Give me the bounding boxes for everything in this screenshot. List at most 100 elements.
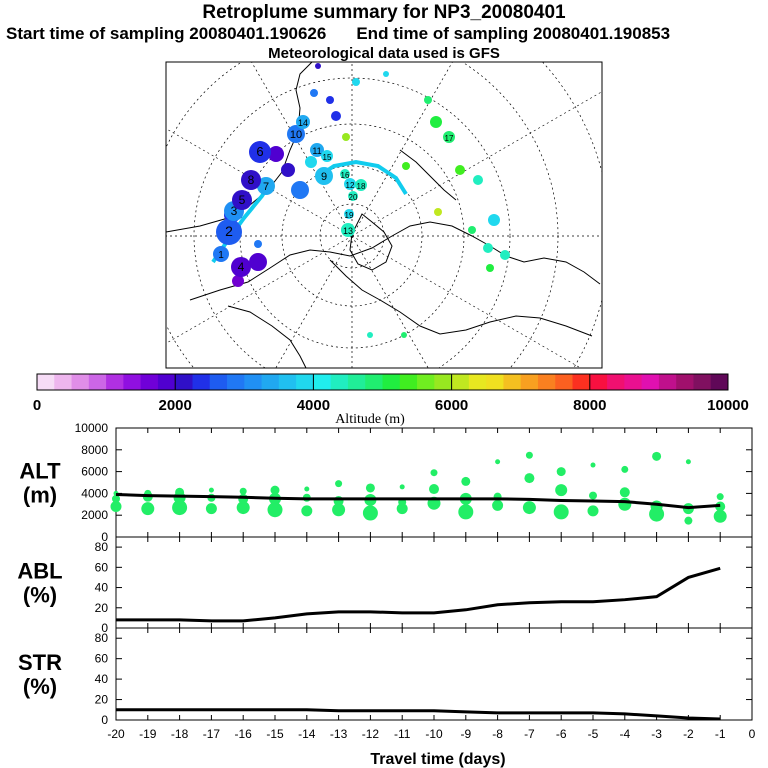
altitude-cluster-point [396, 503, 408, 515]
altitude-cluster-point [301, 505, 313, 517]
plume-marker-label: 16 [341, 171, 350, 180]
panel-ylabel: ALT [19, 459, 61, 484]
plume-marker-label: 9 [321, 171, 327, 183]
colorbar-swatch [503, 374, 522, 390]
altitude-cluster-point [492, 499, 504, 511]
colorbar-swatch [71, 374, 90, 390]
colorbar-swatch [710, 374, 729, 390]
colorbar-tick-label: 10000 [707, 397, 749, 414]
plume-dot [310, 89, 318, 97]
plume-dot [268, 146, 284, 162]
x-tick-label: -3 [651, 727, 662, 741]
plume-marker-label: 5 [239, 193, 246, 207]
altitude-cluster-point [430, 469, 438, 477]
x-tick-label: -10 [425, 727, 443, 741]
plot-title: Retroplume summary for NP3_20080401 [202, 2, 566, 23]
x-tick-label: -8 [492, 727, 503, 741]
y-tick-label: 80 [95, 631, 109, 645]
altitude-cluster-point [304, 486, 310, 492]
altitude-cluster-point [458, 504, 474, 520]
altitude-cluster-point [110, 500, 122, 512]
colorbar-swatch [434, 374, 453, 390]
x-tick-label: 0 [749, 727, 756, 741]
altitude-cluster-point [238, 493, 249, 504]
altitude-cluster-point [525, 451, 533, 459]
plume-marker-label: 8 [248, 173, 255, 187]
colorbar-tick-label: 8000 [573, 397, 606, 414]
colorbar-swatch [54, 374, 73, 390]
plume-marker-label: 17 [445, 134, 454, 143]
plume-dot [383, 71, 389, 77]
altitude-cluster-point [112, 494, 120, 503]
colorbar-swatch [382, 374, 401, 390]
plume-dot [401, 332, 407, 338]
plume-marker-label: 6 [256, 144, 263, 159]
colorbar-axis-label: Altitude (m) [335, 412, 405, 427]
plume-marker-label: 13 [343, 226, 353, 236]
colorbar-swatch [313, 374, 332, 390]
y-tick-label: 4000 [81, 486, 108, 500]
plume-marker [216, 219, 242, 245]
altitude-cluster-point [684, 516, 693, 525]
plume-marker-label: 1 [218, 250, 224, 261]
y-tick-label: 40 [95, 581, 109, 595]
meridian-line [166, 128, 353, 237]
plume-marker-label: 2 [225, 223, 233, 239]
abl-line [116, 566, 721, 623]
y-tick-label: 10000 [75, 421, 109, 435]
plume-dot [402, 162, 410, 170]
x-axis-title: Travel time (days) [370, 751, 505, 768]
met-data-label: Meteorological data used is GFS [268, 45, 500, 62]
coastline-alaska [399, 149, 457, 201]
altitude-cluster-point [172, 500, 188, 516]
plume-dot [315, 63, 321, 69]
altitude-cluster-point [399, 484, 405, 490]
panel-ylabel: (%) [23, 583, 57, 608]
colorbar-swatch [37, 374, 55, 390]
plume-dot [455, 165, 465, 175]
altitude-cluster-point [621, 465, 629, 473]
altitude-cluster-point [365, 483, 375, 493]
plume-dot [232, 275, 244, 287]
plume-dot [468, 226, 476, 234]
plume-dot [331, 111, 341, 121]
altitude-cluster-point [495, 459, 501, 465]
altitude-cluster-point [618, 497, 632, 511]
plume-dot [430, 116, 442, 128]
y-tick-label: 0 [101, 713, 108, 727]
colorbar-swatch [399, 374, 418, 390]
plume-dot [249, 253, 267, 271]
colorbar-swatch [88, 374, 107, 390]
colorbar-swatch [676, 374, 694, 390]
x-tick-label: -6 [556, 727, 567, 741]
colorbar-swatch [572, 374, 591, 390]
x-tick-label: -17 [203, 727, 221, 741]
mean-altitude-line [115, 492, 721, 510]
plume-marker [344, 178, 356, 190]
colorbar-swatch [192, 374, 211, 390]
x-tick-label: -1 [715, 727, 726, 741]
x-tick-label: -9 [460, 727, 471, 741]
meridian-line [275, 235, 353, 368]
colorbar-tick-label: 2000 [159, 397, 192, 414]
plume-marker-label: 18 [357, 182, 366, 191]
plume-dot [488, 214, 500, 226]
plume-marker-label: 4 [238, 260, 245, 274]
panel-frame [115, 427, 753, 538]
y-tick-label: 80 [95, 540, 109, 554]
y-tick-label: 2000 [81, 508, 108, 522]
altitude-cluster-point [685, 459, 691, 465]
y-tick-label: 20 [95, 693, 109, 707]
altitude-cluster-point [589, 491, 597, 500]
colorbar-swatch [537, 374, 556, 390]
x-tick-label: -5 [588, 727, 599, 741]
colorbar-swatch [589, 374, 608, 390]
y-tick-label: 40 [95, 672, 109, 686]
plume-marker [315, 167, 333, 185]
x-tick-label: -11 [394, 727, 411, 741]
x-tick-label: -19 [139, 727, 157, 741]
colorbar-swatch [417, 374, 435, 390]
x-tick-label: -4 [619, 727, 630, 741]
colorbar-swatch [658, 374, 677, 390]
